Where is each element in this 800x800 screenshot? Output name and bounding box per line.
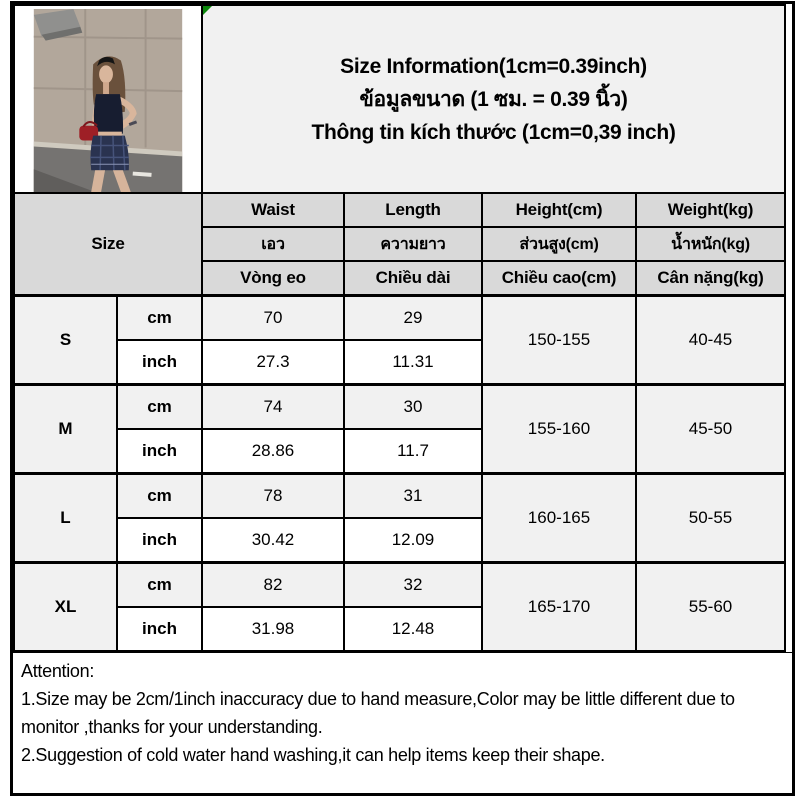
- length-inch-value: 11.7: [343, 428, 483, 475]
- model-photo-illustration: [33, 8, 183, 191]
- table-row: S cm 70 29 150-155 40-45: [13, 294, 787, 386]
- model-photo: [33, 8, 183, 191]
- header-row: Size Information(1cm=0.39inch) ข้อมูลขนา…: [13, 4, 787, 194]
- table-row: inch 30.42 12.09: [14, 517, 785, 564]
- col-header-height-en: Height(cm): [481, 192, 637, 228]
- height-range-value: 150-155: [481, 294, 637, 386]
- waist-cm-value: 70: [201, 294, 345, 341]
- length-cm-value: 32: [343, 561, 483, 608]
- col-header-height-vi: Chiều cao(cm): [481, 260, 637, 297]
- waist-inch-value: 27.3: [201, 339, 345, 386]
- length-inch-value: 12.48: [343, 606, 483, 652]
- product-photo-cell: [13, 4, 203, 194]
- unit-cm-label: cm: [116, 472, 203, 519]
- unit-cm-label: cm: [116, 383, 203, 430]
- col-header-weight-en: Weight(kg): [634, 192, 787, 228]
- length-cm-value: 31: [343, 472, 483, 519]
- table-row: inch 31.98 12.48: [14, 606, 785, 652]
- waist-cm-value: 74: [201, 383, 345, 430]
- unit-inch-label: inch: [116, 339, 203, 386]
- waist-cm-value: 82: [201, 561, 345, 608]
- length-inch-value: 11.31: [343, 339, 483, 386]
- height-range-value: 165-170: [481, 561, 637, 652]
- waist-inch-value: 28.86: [201, 428, 345, 475]
- column-header-row-vi: Vòng eo Chiều dài Chiều cao(cm) Cân nặng…: [14, 260, 787, 297]
- table-row: inch 28.86 11.7: [14, 428, 785, 475]
- waist-inch-value: 30.42: [201, 517, 345, 564]
- title-line-en: Size Information(1cm=0.39inch): [340, 54, 647, 78]
- weight-range-value: 40-45: [634, 294, 787, 386]
- attention-section: Attention: 1.Size may be 2cm/1inch inacc…: [13, 652, 792, 793]
- table-row: XL cm 82 32 165-170 55-60: [13, 561, 787, 652]
- attention-heading: Attention:: [21, 661, 95, 681]
- title-cell: Size Information(1cm=0.39inch) ข้อมูลขนา…: [200, 4, 787, 194]
- weight-range-value: 55-60: [634, 561, 787, 652]
- col-header-height-th: ส่วนสูง(cm): [481, 226, 637, 262]
- title-line-vi: Thông tin kích thước (1cm=0,39 inch): [311, 120, 676, 144]
- waist-cm-value: 78: [201, 472, 345, 519]
- col-header-weight-vi: Cân nặng(kg): [634, 260, 787, 297]
- weight-range-value: 45-50: [634, 383, 787, 475]
- size-cell-xl: XL: [13, 561, 118, 652]
- length-inch-value: 12.09: [343, 517, 483, 564]
- size-cell-l: L: [13, 472, 118, 564]
- unit-cm-label: cm: [116, 294, 203, 341]
- attention-note-2: 2.Suggestion of cold water hand washing,…: [21, 745, 605, 765]
- table-row: inch 27.3 11.31: [14, 339, 785, 386]
- size-cell-m: M: [13, 383, 118, 475]
- attention-note-1: 1.Size may be 2cm/1inch inaccuracy due t…: [21, 689, 735, 737]
- length-cm-value: 30: [343, 383, 483, 430]
- size-table: Size Information(1cm=0.39inch) ข้อมูลขนา…: [13, 4, 787, 652]
- col-header-weight-th: น้ำหนัก(kg): [634, 226, 787, 262]
- col-header-waist-th: เอว: [201, 226, 345, 262]
- waist-inch-value: 31.98: [201, 606, 345, 652]
- size-chart-sheet: Size Information(1cm=0.39inch) ข้อมูลขนา…: [10, 1, 795, 796]
- height-range-value: 160-165: [481, 472, 637, 564]
- cell-comment-marker-icon: [204, 7, 212, 15]
- weight-range-value: 50-55: [634, 472, 787, 564]
- col-header-length-vi: Chiều dài: [343, 260, 483, 297]
- column-header-row-th: เอว ความยาว ส่วนสูง(cm) น้ำหนัก(kg): [14, 226, 787, 262]
- title-line-th: ข้อมูลขนาด (1 ซม. = 0.39 นิ้ว): [359, 87, 628, 111]
- unit-inch-label: inch: [116, 606, 203, 652]
- unit-cm-label: cm: [116, 561, 203, 608]
- col-header-waist-en: Waist: [201, 192, 345, 228]
- unit-inch-label: inch: [116, 428, 203, 475]
- length-cm-value: 29: [343, 294, 483, 341]
- size-cell-s: S: [13, 294, 118, 386]
- height-range-value: 155-160: [481, 383, 637, 475]
- table-row: L cm 78 31 160-165 50-55: [13, 472, 787, 564]
- column-header-row-en: Size Waist Length Height(cm) Weight(kg): [13, 192, 787, 297]
- size-header: Size: [13, 192, 203, 297]
- col-header-waist-vi: Vòng eo: [201, 260, 345, 297]
- col-header-length-th: ความยาว: [343, 226, 483, 262]
- col-header-length-en: Length: [343, 192, 483, 228]
- table-row: M cm 74 30 155-160 45-50: [13, 383, 787, 475]
- unit-inch-label: inch: [116, 517, 203, 564]
